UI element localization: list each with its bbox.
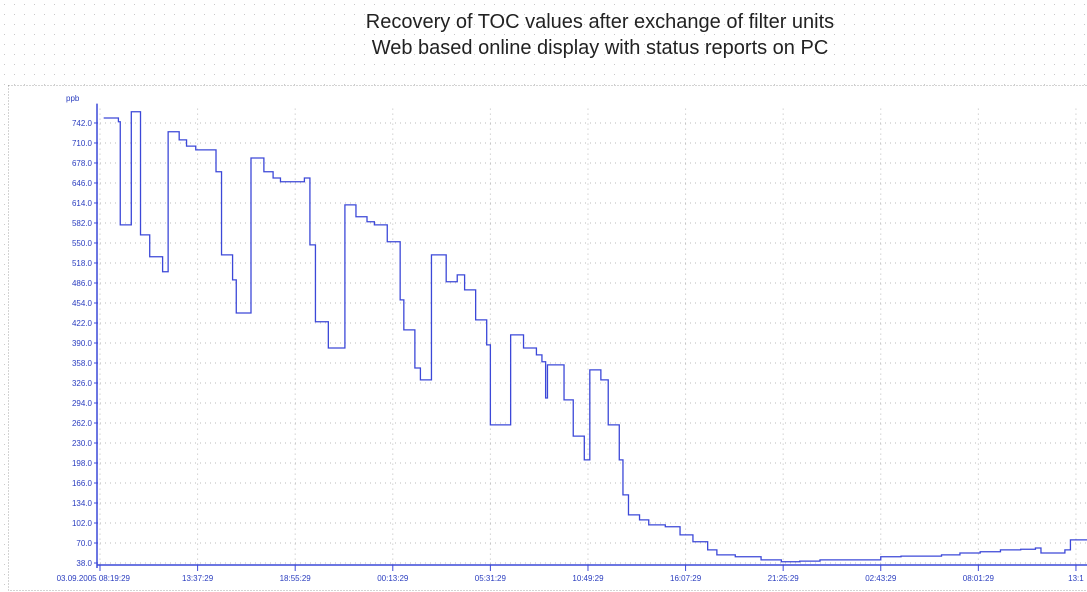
y-tick-label: 550.0 xyxy=(72,239,93,248)
x-tick-label: 21:25:29 xyxy=(768,574,800,583)
y-axis-label: ppb xyxy=(66,94,80,103)
y-tick-label: 198.0 xyxy=(72,459,93,468)
y-tick-label: 166.0 xyxy=(72,479,93,488)
chart-subtitle: Web based online display with status rep… xyxy=(372,37,829,59)
y-tick-label: 742.0 xyxy=(72,119,93,128)
y-tick-label: 422.0 xyxy=(72,319,93,328)
x-tick-label: 18:55:29 xyxy=(280,574,312,583)
x-tick-label: 16:07:29 xyxy=(670,574,702,583)
y-tick-label: 518.0 xyxy=(72,259,93,268)
data-line xyxy=(103,111,1087,563)
x-tick-label: 02:43:29 xyxy=(865,574,897,583)
y-tick-label: 390.0 xyxy=(72,339,93,348)
y-tick-label: 710.0 xyxy=(72,139,93,148)
y-tick-label: 134.0 xyxy=(72,499,93,508)
y-tick-label: 262.0 xyxy=(72,419,93,428)
y-tick-label: 678.0 xyxy=(72,159,93,168)
y-tick-label: 454.0 xyxy=(72,299,93,308)
y-tick-label: 102.0 xyxy=(72,519,93,528)
y-tick-label: 582.0 xyxy=(72,219,93,228)
x-tick-label: 00:13:29 xyxy=(377,574,409,583)
y-tick-label: 358.0 xyxy=(72,359,93,368)
y-tick-label: 294.0 xyxy=(72,399,93,408)
y-tick-label: 38.0 xyxy=(76,559,92,568)
y-tick-label: 646.0 xyxy=(72,179,93,188)
y-tick-label: 70.0 xyxy=(76,539,92,548)
x-tick-label: 03.09.2005 08:19:29 xyxy=(57,574,131,583)
chart-frame xyxy=(8,85,1087,591)
chart-title: Recovery of TOC values after exchange of… xyxy=(366,11,834,33)
y-tick-label: 486.0 xyxy=(72,279,93,288)
x-tick-label: 05:31:29 xyxy=(475,574,507,583)
y-tick-label: 230.0 xyxy=(72,439,93,448)
x-tick-label: 13:37:29 xyxy=(182,574,214,583)
y-tick-label: 326.0 xyxy=(72,379,93,388)
y-tick-label: 614.0 xyxy=(72,199,93,208)
x-tick-label: 10:49:29 xyxy=(572,574,604,583)
x-tick-label: 13:1 xyxy=(1068,574,1084,583)
x-tick-label: 08:01:29 xyxy=(963,574,995,583)
